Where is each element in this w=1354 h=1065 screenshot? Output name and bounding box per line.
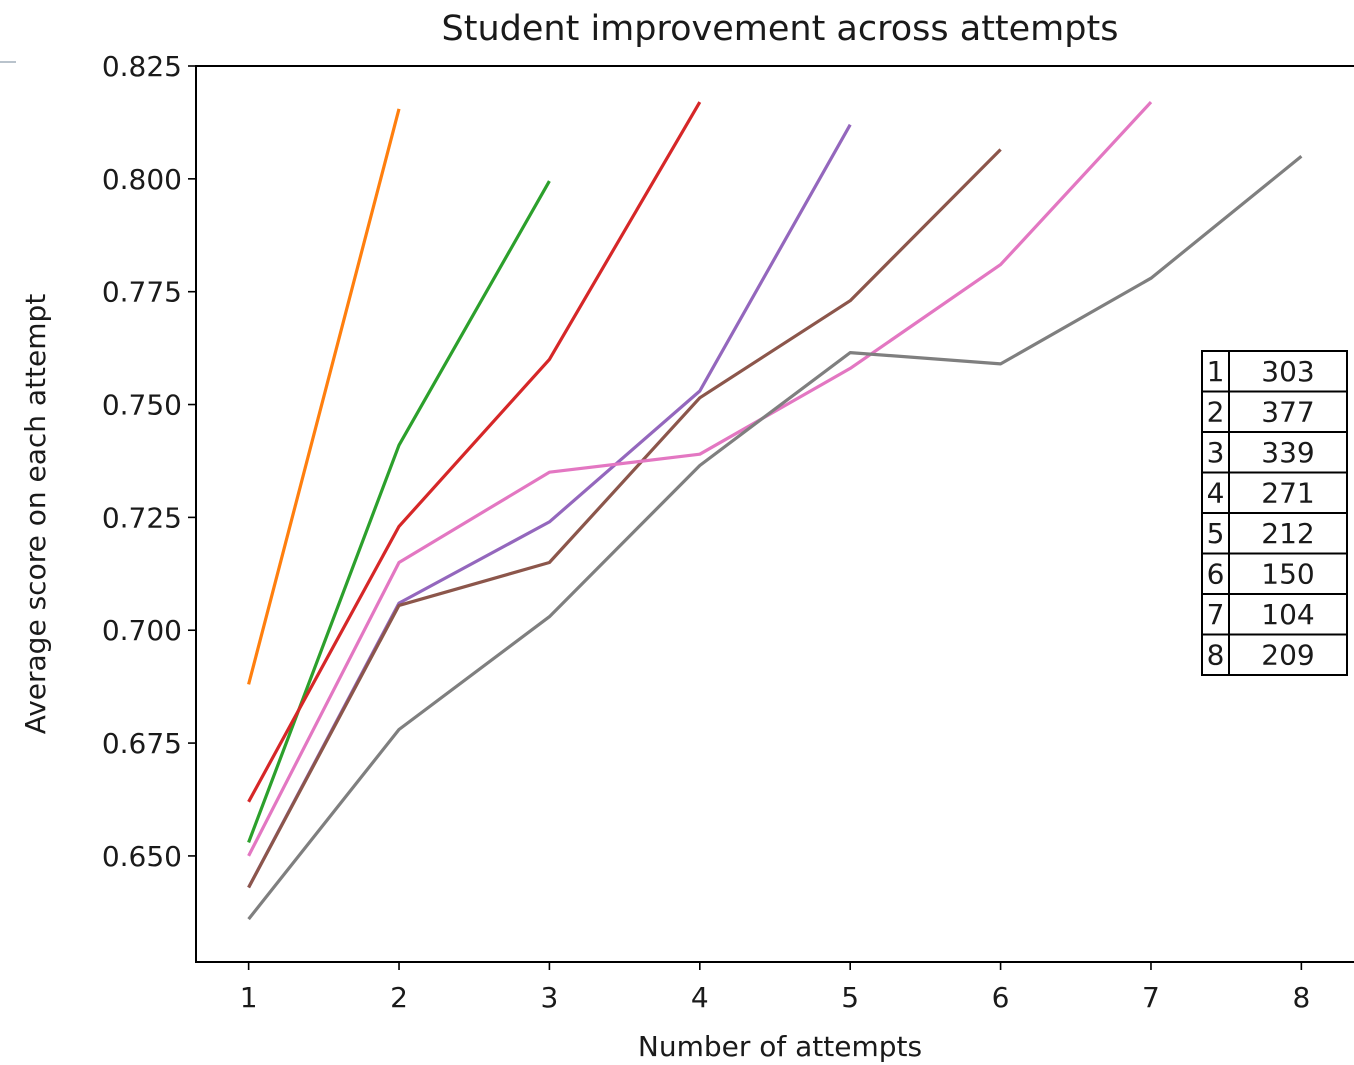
y-axis: 0.650 0.675 0.700 0.725 0.750 0.775 0.800 0.825	[102, 50, 196, 873]
table-count-value: 271	[1261, 477, 1314, 510]
count-table: 1 303 2 377 3 339 4 271 5 212 6 150 7 104 8 209	[1202, 351, 1347, 675]
chart-title: Student improvement across attempts	[442, 9, 1119, 49]
x-axis-label: Number of attempts	[638, 1030, 922, 1063]
table-attempt-label: 3	[1207, 436, 1225, 469]
x-tick-label: 6	[992, 981, 1010, 1014]
series-line-1	[249, 109, 399, 685]
series-line-6	[249, 102, 1151, 856]
y-tick-label: 0.825	[102, 50, 182, 83]
y-axis-label: Average score on each attempt	[19, 294, 52, 735]
table-count-value: 209	[1261, 639, 1314, 672]
x-tick-label: 2	[390, 981, 408, 1014]
table-attempt-label: 8	[1207, 639, 1225, 672]
series-lines	[249, 102, 1302, 919]
table-count-value: 377	[1261, 396, 1314, 429]
x-tick-label: 5	[841, 981, 859, 1014]
table-count-value: 150	[1261, 558, 1314, 591]
x-tick-label: 1	[240, 981, 258, 1014]
series-line-4	[249, 125, 851, 888]
table-count-value: 303	[1261, 355, 1314, 388]
y-tick-label: 0.675	[102, 727, 182, 760]
y-tick-label: 0.700	[102, 614, 182, 647]
table-count-value: 339	[1261, 436, 1314, 469]
plot-frame	[196, 66, 1354, 962]
table-attempt-label: 5	[1207, 517, 1225, 550]
y-tick-label: 0.775	[102, 276, 182, 309]
y-tick-label: 0.725	[102, 501, 182, 534]
x-tick-label: 8	[1292, 981, 1310, 1014]
table-attempt-label: 1	[1207, 355, 1225, 388]
table-attempt-label: 2	[1207, 396, 1225, 429]
x-tick-label: 4	[691, 981, 709, 1014]
x-tick-label: 3	[541, 981, 559, 1014]
table-count-value: 212	[1261, 517, 1314, 550]
y-tick-label: 0.800	[102, 163, 182, 196]
series-line-7	[249, 156, 1302, 919]
table-attempt-label: 6	[1207, 558, 1225, 591]
x-tick-label: 7	[1142, 981, 1160, 1014]
y-tick-label: 0.750	[102, 389, 182, 422]
table-count-value: 104	[1261, 598, 1314, 631]
y-tick-label: 0.650	[102, 840, 182, 873]
table-attempt-label: 4	[1207, 477, 1225, 510]
table-attempt-label: 7	[1207, 598, 1225, 631]
x-axis: 1 2 3 4 5 6 7 8	[240, 962, 1311, 1014]
